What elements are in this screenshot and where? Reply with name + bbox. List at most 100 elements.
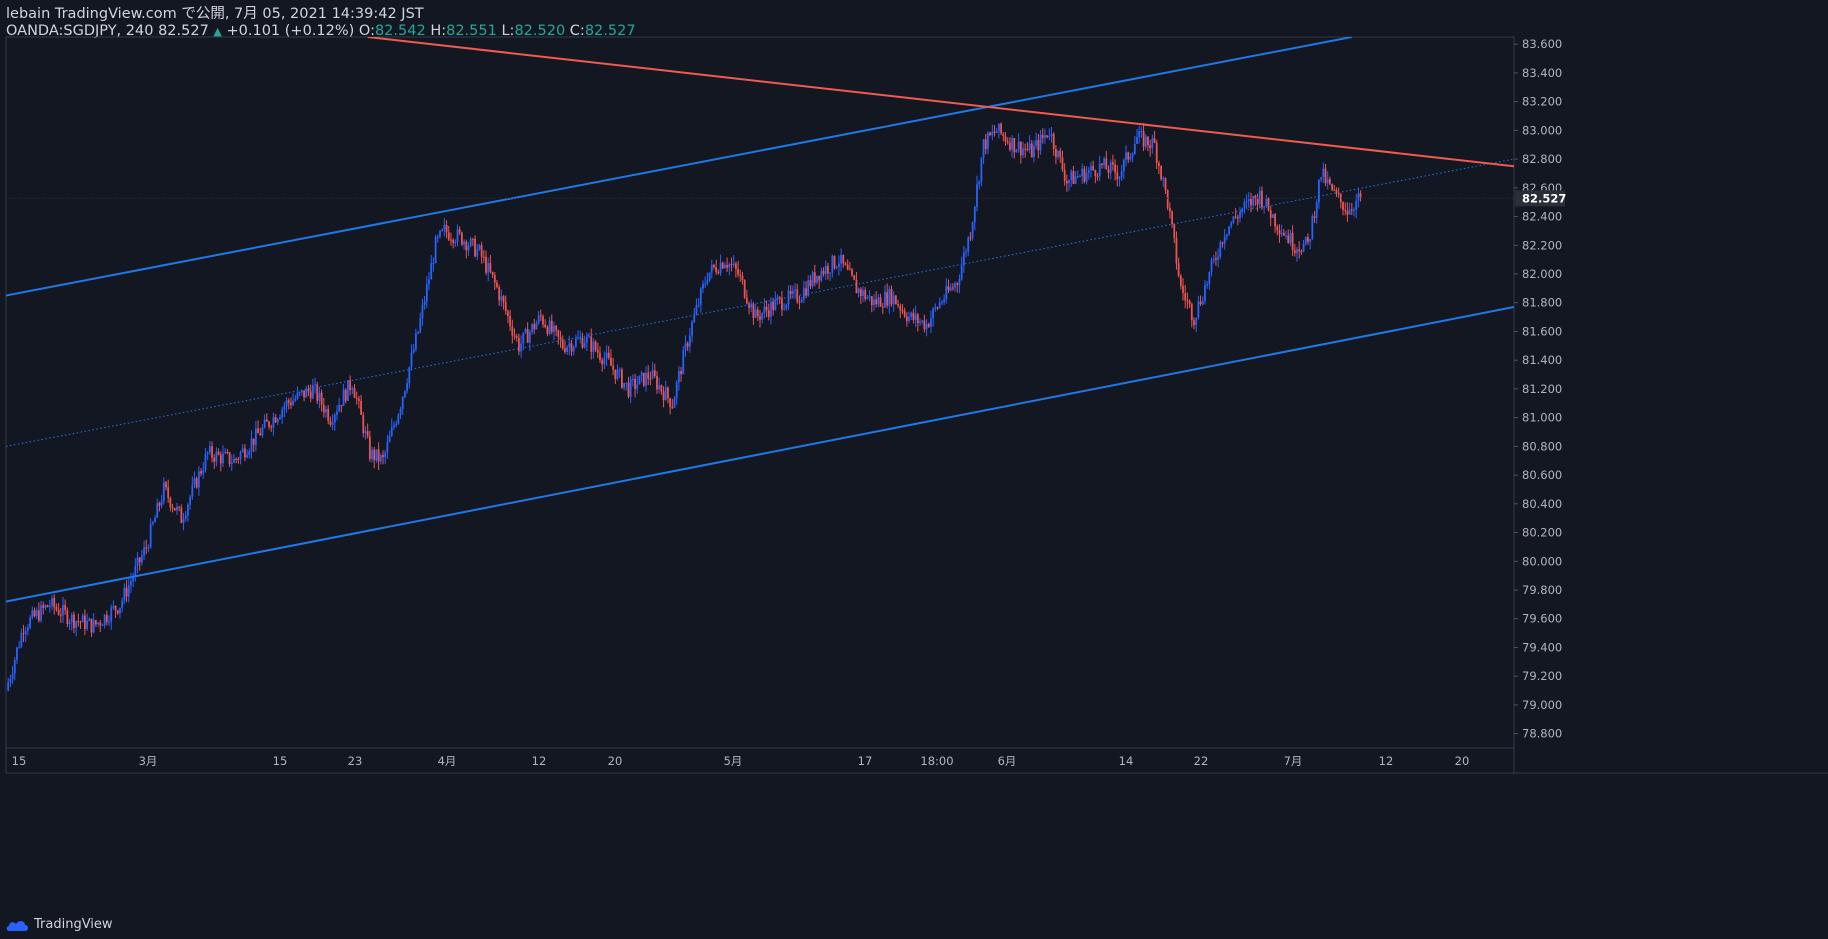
candle-body [388,435,391,443]
symbol-interval[interactable]: OANDA:SGDJPY, 240 [6,23,154,39]
candle-body [763,306,766,314]
candle-body [145,547,148,549]
x-tick-label: 17 [858,754,873,768]
candle-body [1324,168,1327,184]
candle-body [1320,177,1323,180]
plot-frame [5,36,1515,774]
candle-body [785,304,788,309]
candle-body [526,329,529,343]
candle-body [20,632,23,647]
candle-body [1188,300,1191,305]
candle-body [791,290,794,295]
candle-body [230,462,233,464]
candle-body [745,297,748,304]
candle-body [1065,180,1068,184]
candle-body [796,289,799,302]
candle-body [1186,300,1189,302]
candle-body [737,269,739,275]
candle-body [969,237,972,239]
close-value: 82.527 [584,23,636,39]
candle-body [384,452,387,458]
candle-body [1232,216,1235,223]
candle-body [491,271,494,275]
candle-body [189,496,192,505]
candle-body [1328,179,1331,184]
candle-body [1144,136,1147,147]
candle-body [1052,133,1055,150]
y-tick-label: 79.400 [1522,640,1562,654]
candle-body [660,385,663,392]
candle-body [625,382,628,384]
candle-body [811,272,814,287]
candle-body [252,438,255,445]
candle-body [1326,179,1329,184]
candle-body [485,256,487,273]
candle-body [945,286,948,300]
candle-body [884,292,886,308]
candle-body [200,471,202,474]
candle-body [44,605,47,608]
candle-body [349,380,352,391]
candle-body [853,275,856,280]
candle-body [579,337,582,339]
candle-body [1190,304,1193,321]
candle-body [748,303,750,308]
candle-body [40,604,42,621]
candle-body [101,624,104,626]
tradingview-logo[interactable]: TradingView [6,917,113,932]
candle-body [816,275,818,283]
candle-body [478,245,481,250]
candle-body [1015,149,1018,153]
candle-body [741,275,744,281]
candle-body [916,314,919,324]
candle-body [1252,195,1255,206]
candle-body [208,446,211,453]
candle-body [1048,135,1051,138]
candle-body [1011,137,1013,150]
price-change: +0.101 (+0.12%) [226,23,355,39]
candle-body [215,451,218,462]
candle-body [70,614,73,623]
candle-body [202,470,205,474]
candle-body [647,372,650,379]
candle-body [550,320,553,332]
y-tick-label: 81.200 [1522,382,1562,396]
candle-body [539,315,542,317]
candle-body [943,299,946,303]
candle-body [1337,193,1340,195]
candle-body [261,427,264,436]
candle-body [1085,172,1088,182]
candle-body [276,418,279,423]
candle-body [879,297,882,307]
candle-body [489,262,492,272]
candle-body [456,229,459,242]
candle-body [827,265,829,274]
candle-body [1008,142,1011,150]
candle-body [504,302,507,312]
candle-body [62,604,64,616]
candle-body [678,371,680,383]
candle-body [1116,172,1119,180]
candle-body [1129,156,1132,160]
candle-body [855,279,858,294]
candle-body [610,357,612,366]
candle-body [577,338,579,340]
candle-body [471,238,474,240]
candle-body [585,336,588,343]
candle-body [197,471,200,488]
candle-body [1033,145,1035,158]
candle-body [167,487,170,499]
candle-body [1013,137,1016,153]
candle-body [743,280,746,298]
candle-body [90,618,93,633]
candle-body [320,392,323,405]
candle-body [279,417,281,419]
candle-body [1096,176,1099,178]
candle-body [248,451,251,455]
candle-body [1006,141,1009,143]
candle-body [954,283,956,288]
candle-body [430,263,433,280]
candle-body [441,229,444,231]
candle-body [1055,149,1057,158]
